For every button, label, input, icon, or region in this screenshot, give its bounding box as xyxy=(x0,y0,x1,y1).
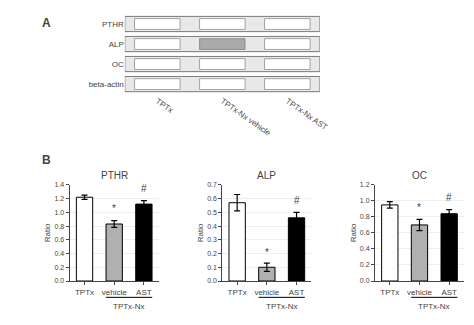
svg-text:OC: OC xyxy=(412,170,427,181)
svg-text:0.6: 0.6 xyxy=(55,236,65,243)
svg-text:vehicle: vehicle xyxy=(102,288,127,297)
svg-text:1.4: 1.4 xyxy=(55,181,65,188)
svg-text:0.5: 0.5 xyxy=(207,209,217,216)
svg-text:TPTx: TPTx xyxy=(228,288,247,297)
svg-text:TPTx: TPTx xyxy=(75,288,94,297)
svg-text:1.2: 1.2 xyxy=(360,181,370,188)
svg-text:Ratio: Ratio xyxy=(196,223,205,242)
svg-text:0.2: 0.2 xyxy=(55,264,65,271)
svg-text:#: # xyxy=(141,183,147,194)
svg-text:*: * xyxy=(112,203,116,214)
svg-text:0.2: 0.2 xyxy=(360,261,370,268)
svg-text:0.6: 0.6 xyxy=(360,229,370,236)
svg-text:ALP: ALP xyxy=(257,170,276,181)
svg-text:TPTx: TPTx xyxy=(380,288,399,297)
svg-text:#: # xyxy=(294,195,300,206)
svg-text:0.6: 0.6 xyxy=(207,195,217,202)
svg-text:beta-actin: beta-actin xyxy=(89,80,124,89)
svg-text:1.0: 1.0 xyxy=(360,197,370,204)
svg-text:vehicle: vehicle xyxy=(254,288,279,297)
svg-text:0.7: 0.7 xyxy=(207,181,217,188)
svg-text:0.4: 0.4 xyxy=(360,245,370,252)
svg-text:0.4: 0.4 xyxy=(55,250,65,257)
svg-text:TPTx-Nx vehicle: TPTx-Nx vehicle xyxy=(219,97,273,138)
svg-text:0.0: 0.0 xyxy=(55,277,65,284)
svg-text:TPTx-Nx: TPTx-Nx xyxy=(266,302,298,311)
svg-text:Ratio: Ratio xyxy=(349,223,358,242)
svg-text:0.2: 0.2 xyxy=(207,250,217,257)
svg-text:AST: AST xyxy=(136,288,152,297)
svg-text:OC: OC xyxy=(112,60,124,69)
svg-text:0.1: 0.1 xyxy=(207,264,217,271)
svg-text:1.2: 1.2 xyxy=(55,195,65,202)
svg-text:vehicle: vehicle xyxy=(407,288,432,297)
svg-text:*: * xyxy=(417,202,421,213)
svg-text:0.4: 0.4 xyxy=(207,223,217,230)
svg-text:0.0: 0.0 xyxy=(207,277,217,284)
svg-text:PTHR: PTHR xyxy=(101,170,128,181)
svg-text:A: A xyxy=(42,16,51,30)
svg-text:Ratio: Ratio xyxy=(43,223,52,242)
svg-text:0.8: 0.8 xyxy=(55,223,65,230)
svg-text:1.0: 1.0 xyxy=(55,209,65,216)
svg-text:TPTx-Nx: TPTx-Nx xyxy=(418,302,450,311)
svg-text:TPTx-Nx AST: TPTx-Nx AST xyxy=(284,97,329,132)
svg-text:0.3: 0.3 xyxy=(207,236,217,243)
svg-text:ALP: ALP xyxy=(109,40,124,49)
svg-text:*: * xyxy=(265,247,269,258)
svg-text:0.0: 0.0 xyxy=(360,277,370,284)
svg-text:AST: AST xyxy=(289,288,305,297)
svg-text:TPTx: TPTx xyxy=(154,97,175,115)
svg-text:B: B xyxy=(42,153,51,167)
svg-text:PTHR: PTHR xyxy=(102,20,124,29)
svg-text:AST: AST xyxy=(441,288,457,297)
svg-text:#: # xyxy=(446,192,452,203)
svg-text:TPTx-Nx: TPTx-Nx xyxy=(113,302,145,311)
svg-text:0.8: 0.8 xyxy=(360,213,370,220)
